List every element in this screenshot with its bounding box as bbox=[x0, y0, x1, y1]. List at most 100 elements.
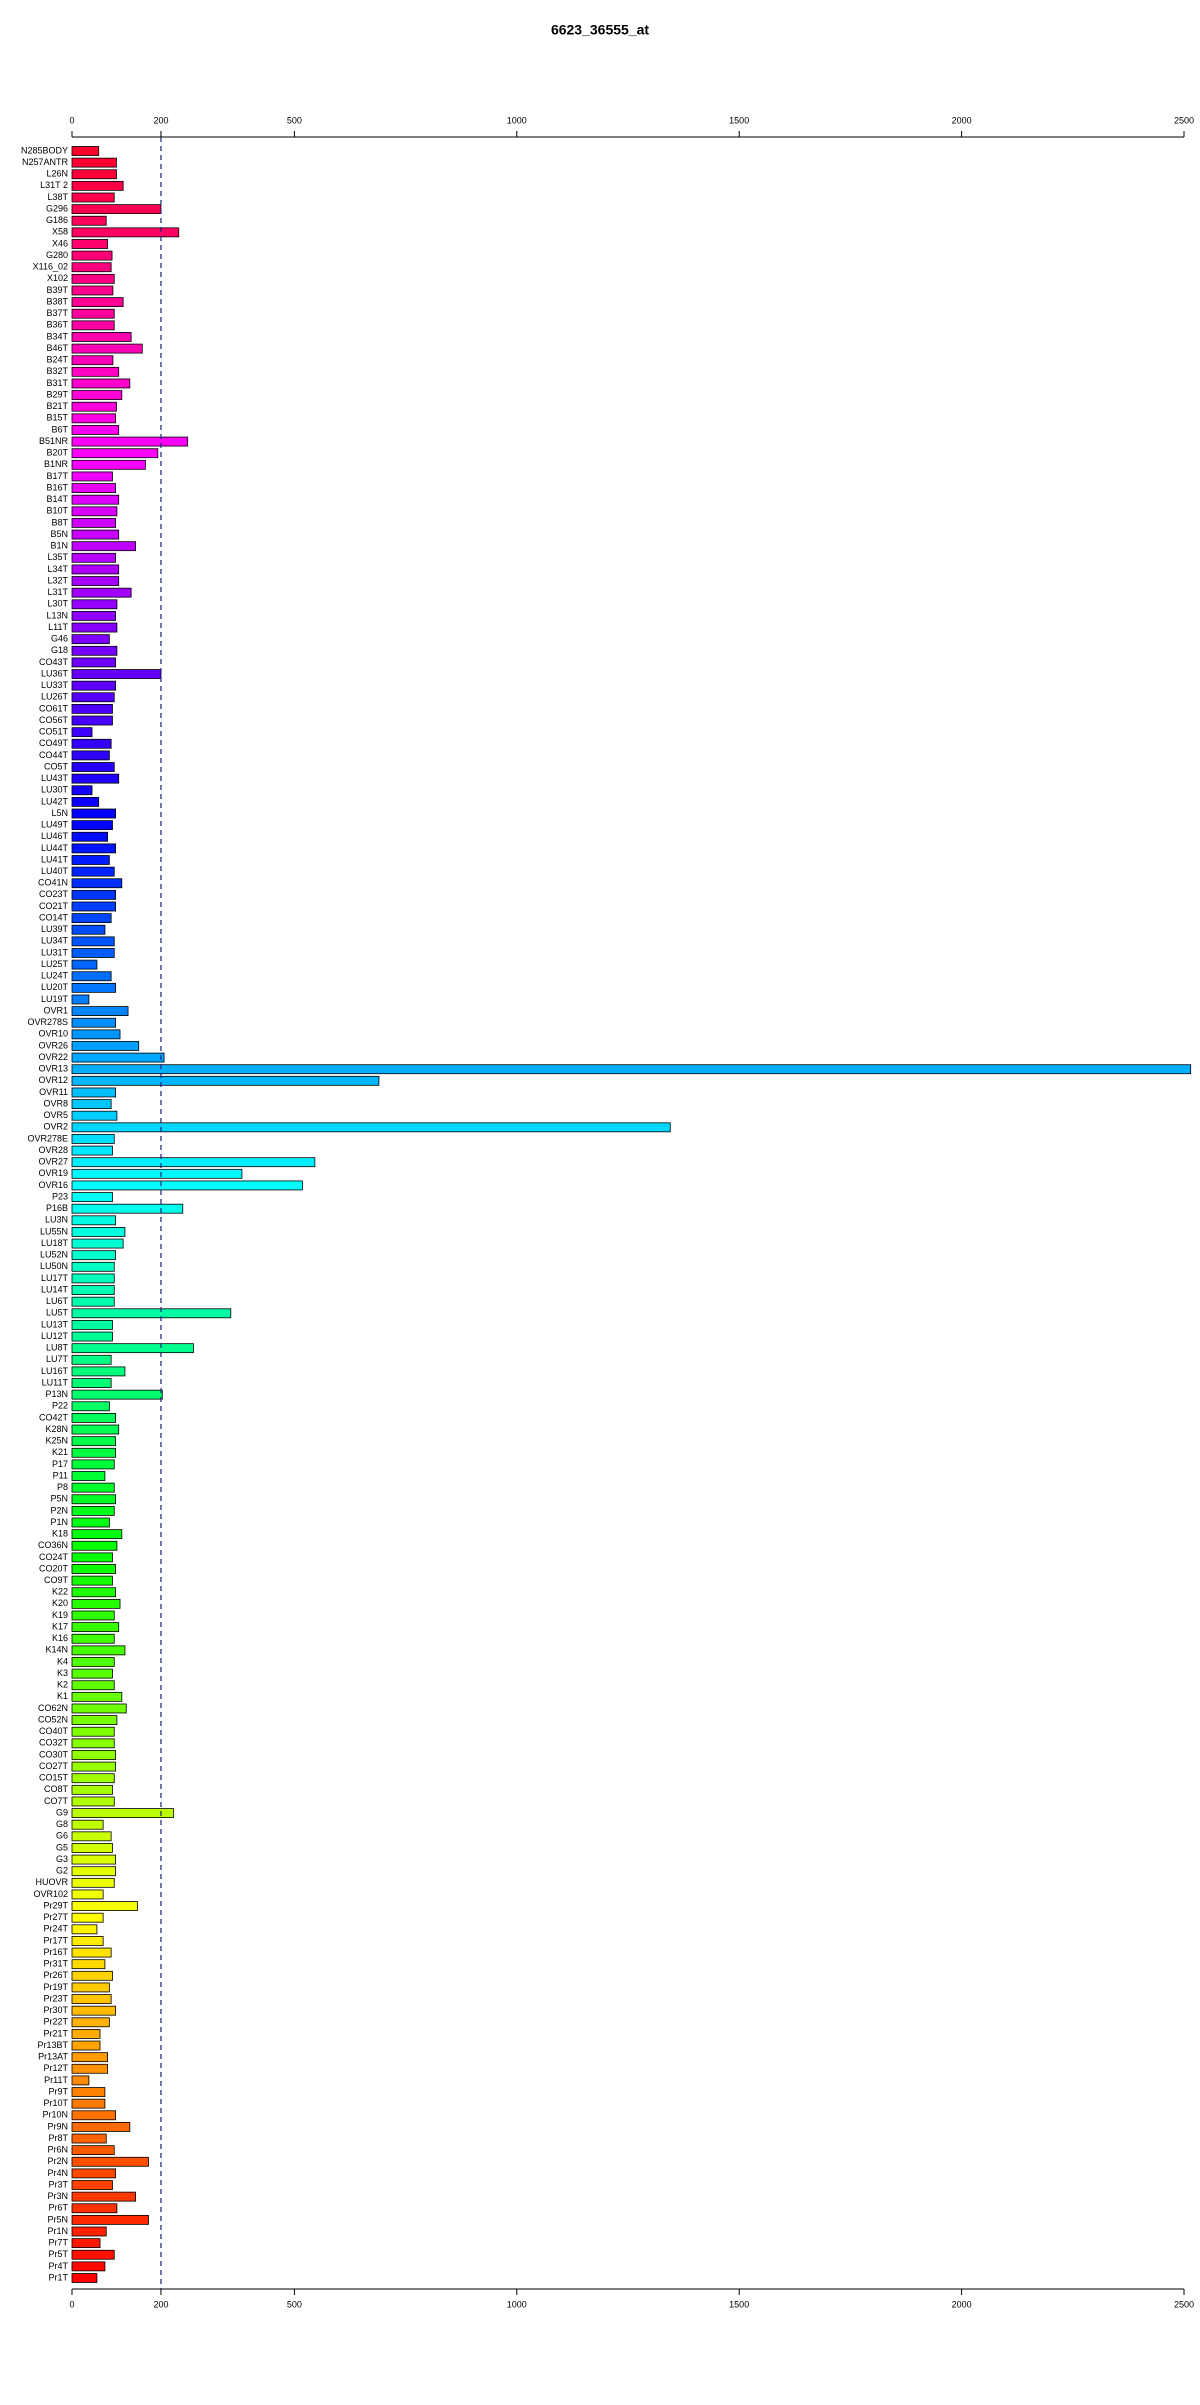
bar bbox=[71, 2133, 107, 2144]
y-tick-label: L30T bbox=[47, 599, 68, 609]
bar bbox=[71, 1203, 184, 1214]
bar bbox=[71, 1738, 115, 1749]
bar bbox=[71, 1901, 138, 1911]
y-tick-label: LU3N bbox=[45, 1215, 68, 1225]
bar bbox=[71, 1482, 115, 1493]
x-tick-label: 2000 bbox=[952, 115, 972, 125]
bar bbox=[71, 587, 132, 598]
y-tick-label: LU39T bbox=[41, 924, 69, 934]
y-tick-label: Pr17T bbox=[43, 1935, 68, 1945]
y-tick-label: CO20T bbox=[39, 1563, 69, 1573]
y-tick-label: G280 bbox=[46, 250, 68, 260]
bar bbox=[71, 494, 120, 505]
y-tick-label: K1 bbox=[57, 1691, 68, 1701]
y-tick-label: LU33T bbox=[41, 680, 69, 690]
bar bbox=[71, 541, 137, 552]
bar bbox=[71, 2122, 131, 2132]
bar bbox=[71, 1622, 120, 1633]
bar bbox=[71, 1610, 115, 1621]
bar bbox=[71, 1041, 140, 1051]
bar bbox=[71, 2145, 115, 2156]
y-tick-label: G46 bbox=[51, 634, 68, 644]
bar bbox=[71, 599, 118, 610]
bar bbox=[71, 320, 115, 331]
y-tick-label: OVR278E bbox=[27, 1133, 68, 1143]
bar bbox=[71, 1331, 113, 1342]
bar bbox=[71, 413, 116, 424]
y-tick-label: LU20T bbox=[41, 982, 69, 992]
y-tick-label: LU52N bbox=[40, 1250, 68, 1260]
bar bbox=[71, 262, 112, 273]
bar bbox=[71, 2098, 106, 2109]
y-tick-label: CO30T bbox=[39, 1749, 69, 1759]
y-tick-label: LU41T bbox=[41, 854, 69, 864]
y-tick-label: B17T bbox=[46, 471, 68, 481]
y-tick-label: L38T bbox=[47, 192, 68, 202]
bar bbox=[71, 1668, 113, 1679]
bar bbox=[71, 1773, 115, 1784]
y-tick-label: B6T bbox=[51, 424, 68, 434]
bar bbox=[71, 1168, 243, 1179]
bar bbox=[71, 1703, 127, 1714]
bar bbox=[71, 1924, 98, 1935]
y-tick-label: CO51T bbox=[39, 727, 69, 737]
bar bbox=[71, 1959, 106, 1970]
x-tick-label: 200 bbox=[153, 115, 168, 125]
bar bbox=[71, 297, 124, 307]
bar bbox=[71, 215, 107, 226]
y-tick-label: LU50N bbox=[40, 1261, 68, 1271]
bar bbox=[71, 1145, 113, 1156]
bar bbox=[71, 680, 116, 691]
bar bbox=[71, 1087, 116, 1098]
y-tick-label: LU14T bbox=[41, 1284, 69, 1294]
bar bbox=[71, 1715, 118, 1725]
bar bbox=[71, 2052, 108, 2063]
y-tick-label: LU11T bbox=[42, 1377, 69, 1387]
y-tick-label: N257ANTR bbox=[22, 157, 69, 167]
y-tick-label: Pr5N bbox=[47, 2214, 68, 2224]
y-tick-label: Pr29T bbox=[43, 1900, 68, 1910]
y-tick-label: Pr10N bbox=[42, 2110, 68, 2120]
y-tick-label: B16T bbox=[46, 482, 68, 492]
y-tick-label: P1N bbox=[50, 1517, 68, 1527]
y-tick-label: K4 bbox=[57, 1656, 68, 1666]
y-tick-label: B46T bbox=[46, 343, 68, 353]
y-tick-label: P13N bbox=[45, 1389, 68, 1399]
x-tick-label: 2500 bbox=[1174, 115, 1194, 125]
bar bbox=[71, 1227, 126, 1237]
bar bbox=[71, 1296, 115, 1307]
bar bbox=[71, 2249, 115, 2260]
y-tick-label: Pr10T bbox=[43, 2098, 68, 2108]
bar bbox=[71, 704, 113, 714]
y-tick-label: X116_02 bbox=[33, 262, 68, 272]
bar bbox=[71, 1540, 118, 1551]
bar bbox=[71, 1598, 121, 1609]
bar bbox=[71, 2180, 113, 2190]
bar bbox=[71, 1633, 115, 1644]
chart-title: 6623_36555_at bbox=[551, 22, 649, 38]
y-tick-label: B1N bbox=[50, 541, 68, 551]
y-tick-label: B31T bbox=[46, 378, 68, 388]
bar bbox=[71, 831, 108, 842]
bar bbox=[71, 1947, 112, 1958]
y-tick-label: K25N bbox=[45, 1436, 68, 1446]
y-tick-label: K3 bbox=[57, 1668, 68, 1678]
bar bbox=[71, 2168, 116, 2179]
bar bbox=[71, 2261, 106, 2272]
y-tick-label: Pr22T bbox=[43, 2017, 68, 2027]
y-tick-label: CO44T bbox=[39, 750, 69, 760]
y-tick-label: Pr16T bbox=[43, 1947, 68, 1957]
bar bbox=[71, 611, 116, 621]
bar bbox=[71, 1354, 112, 1365]
bar bbox=[71, 1970, 113, 1981]
y-tick-label: CO23T bbox=[39, 889, 69, 899]
bar bbox=[71, 1424, 120, 1435]
bar bbox=[71, 1343, 194, 1354]
y-tick-label: K16 bbox=[52, 1633, 68, 1643]
y-tick-label: G186 bbox=[46, 215, 68, 225]
bar bbox=[71, 1006, 129, 1016]
bar bbox=[71, 146, 100, 156]
bar bbox=[71, 1819, 104, 1830]
bar bbox=[71, 796, 100, 807]
y-tick-label: OVR22 bbox=[38, 1052, 68, 1062]
